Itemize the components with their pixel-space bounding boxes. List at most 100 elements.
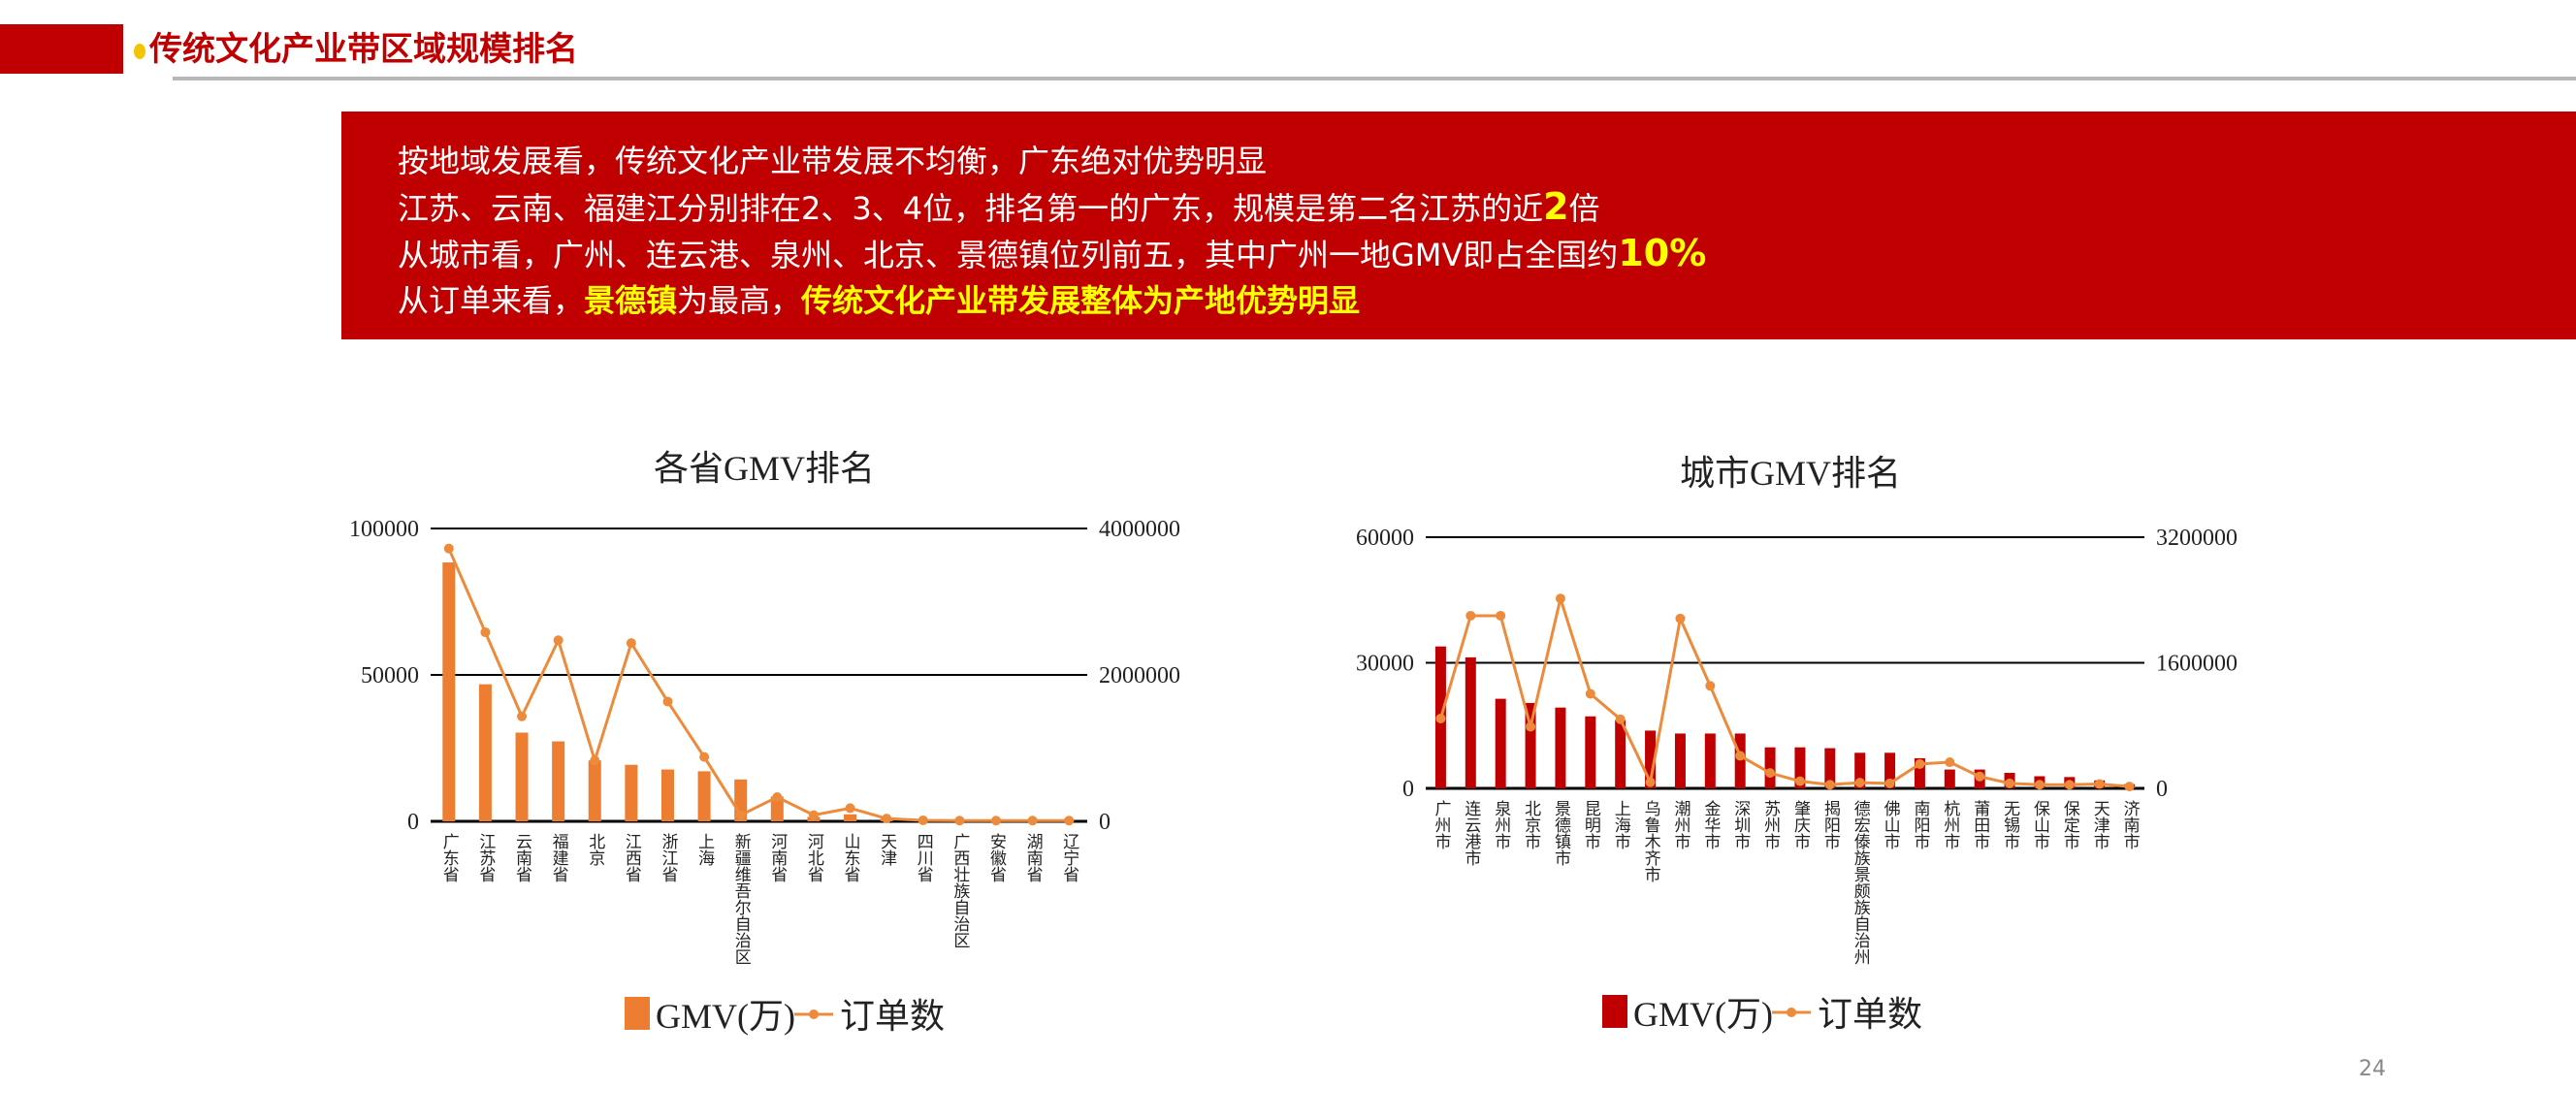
legend-swatch-gmv [625,997,650,1030]
bar-gmv [697,771,711,821]
x-tick-label: 四川省 [914,833,934,882]
point-orders [1765,768,1776,779]
y-left-tick-label: 30000 [1356,652,1414,677]
x-tick-label: 肇庆市 [1790,800,1811,849]
x-tick-label: 安徽省 [986,833,1007,882]
summary-text: 从订单来看， [398,282,585,319]
bullet-icon [134,43,145,59]
summary-highlight: 2 [1543,185,1569,228]
bar-gmv [1944,769,1955,788]
x-tick-label: 天津市 [2090,800,2110,849]
legend-swatch-gmv [1602,995,1627,1028]
point-orders [590,755,600,766]
point-orders [1465,610,1476,621]
line-orders [447,548,1070,822]
point-orders [808,810,819,820]
x-tick-label: 苏州市 [1760,800,1781,849]
y-right-tick-label: 0 [2156,777,2168,802]
bar-gmv [1585,716,1596,788]
line-orders [1438,592,2130,788]
bar-gmv [1674,733,1686,788]
point-orders [1645,777,1656,787]
x-tick-label: 河南省 [767,833,788,882]
summary-highlight: 10% [1618,232,1707,274]
point-orders [772,792,783,803]
x-tick-label: 辽宁省 [1059,833,1079,882]
bar-gmv [1465,656,1476,788]
bar-gmv [1525,702,1536,788]
summary-text: 按地域发展看，传统文化产业带发展不均衡，广东绝对优势明显 [398,143,1268,179]
bar-gmv [770,796,784,821]
point-orders [954,816,965,826]
header-divider [173,77,2576,80]
legend-label-orders: 订单数 [1818,995,1922,1034]
y-right-tick-label: 0 [1099,810,1111,835]
chart-title: 城市GMV排名 [1680,454,1901,493]
x-tick-label: 福建省 [549,833,569,882]
point-orders [2064,780,2075,790]
point-orders [1675,613,1686,624]
x-tick-label: 保定市 [2060,800,2080,849]
summary-line-2: 江苏、云南、福建江分别排在2、3、4位，排名第一的广东，规模是第二名江苏的近2倍 [398,185,1600,230]
bar-gmv [515,732,529,821]
bar-gmv [1824,748,1836,788]
x-tick-label: 潮州市 [1670,800,1690,849]
x-tick-label: 揭阳市 [1820,800,1841,849]
y-right-tick-label: 3200000 [2156,526,2238,551]
point-orders [1884,778,1895,788]
legend-label-gmv: GMV(万) [656,997,795,1036]
x-tick-label: 济南市 [2120,800,2141,849]
bar-gmv [1764,747,1776,788]
bar-gmv [1884,752,1896,788]
x-tick-label: 佛山市 [1881,800,1901,849]
point-orders [1496,610,1506,621]
bar-gmv [552,741,565,821]
summary-line-4: 从订单来看，景德镇为最高，传统文化产业带发展整体为产地优势明显 [398,279,1360,322]
legend-marker-orders [809,1009,819,1019]
bar-gmv [1615,720,1626,788]
point-orders [1915,758,1925,769]
summary-line-1: 按地域发展看，传统文化产业带发展不均衡，广东绝对优势明显 [398,140,1267,182]
x-tick-label: 莆田市 [1970,800,1990,849]
point-orders [2034,780,2045,790]
bar-gmv [478,684,492,821]
x-tick-label: 新疆维吾尔自治区 [731,833,752,965]
point-orders [918,815,928,825]
x-tick-label: 浙江省 [658,833,678,882]
bar-gmv [1794,747,1806,788]
legend-label-gmv: GMV(万) [1633,995,1773,1034]
x-tick-label: 德宏傣族景颇族自治州 [1851,800,1871,965]
bar-gmv [625,764,638,821]
x-tick-label: 杭州市 [1940,800,1960,849]
bar-gmv [442,562,456,821]
bar-gmv [1854,752,1866,788]
x-tick-label: 景德镇市 [1551,800,1571,866]
point-orders [553,635,564,646]
point-orders [1854,778,1865,788]
x-tick-label: 深圳市 [1730,800,1751,849]
x-tick-label: 江苏省 [475,833,496,882]
x-tick-label: 无锡市 [2000,800,2020,849]
point-orders [2094,779,2105,789]
x-tick-label: 保山市 [2030,800,2050,849]
point-orders [480,627,491,638]
x-tick-label: 金华市 [1700,800,1721,849]
y-right-tick-label: 2000000 [1099,663,1180,688]
point-orders [443,543,454,554]
page-title: 传统文化产业带区域规模排名 [134,25,578,74]
page-title-text: 传统文化产业带区域规模排名 [149,30,578,69]
x-tick-label: 北京市 [1521,800,1541,849]
point-orders [517,711,528,721]
point-orders [845,803,855,814]
point-orders [1615,714,1626,724]
point-orders [1794,776,1805,786]
x-tick-label: 昆明市 [1581,800,1601,849]
y-left-tick-label: 50000 [361,663,419,688]
y-left-tick-label: 0 [1402,777,1414,802]
point-orders [626,638,636,649]
point-orders [735,810,746,820]
bar-gmv [844,814,857,821]
point-orders [1064,816,1075,826]
point-orders [662,696,673,707]
